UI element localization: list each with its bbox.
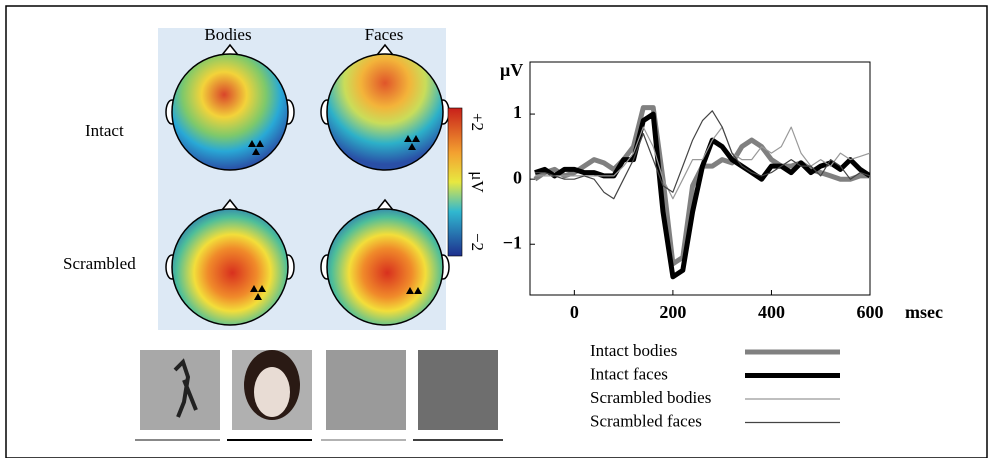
row-label: Scrambled xyxy=(63,254,136,273)
colorbar-label: μV xyxy=(468,171,487,193)
row-label: Intact xyxy=(85,121,124,140)
colorbar-label: −2 xyxy=(468,233,487,251)
column-label: Bodies xyxy=(204,25,251,44)
legend-label: Intact bodies xyxy=(590,341,677,360)
legend-label: Intact faces xyxy=(590,364,668,383)
x-axis-label: msec xyxy=(905,302,943,322)
stimuli xyxy=(135,350,503,441)
colorbar-label: +2 xyxy=(468,113,487,131)
plot-area xyxy=(529,61,871,296)
x-tick-label: 200 xyxy=(659,302,686,322)
x-tick-label: 600 xyxy=(857,302,884,322)
heads xyxy=(165,43,450,326)
series-line xyxy=(533,105,870,267)
y-tick-label: 0 xyxy=(513,167,522,187)
y-tick-label: −1 xyxy=(503,232,522,252)
series-line xyxy=(534,126,870,200)
frame xyxy=(5,5,988,458)
x-tick-label: 0 xyxy=(570,302,579,322)
y-axis-label: μV xyxy=(500,60,523,80)
series-line xyxy=(534,111,870,280)
x-tick-label: 400 xyxy=(758,302,785,322)
series-line xyxy=(534,110,870,200)
column-label: Faces xyxy=(365,25,404,44)
legend-label: Scrambled bodies xyxy=(590,388,711,407)
colorbar xyxy=(447,107,463,257)
legend-label: Scrambled faces xyxy=(590,411,702,430)
y-tick-label: 1 xyxy=(513,102,522,122)
